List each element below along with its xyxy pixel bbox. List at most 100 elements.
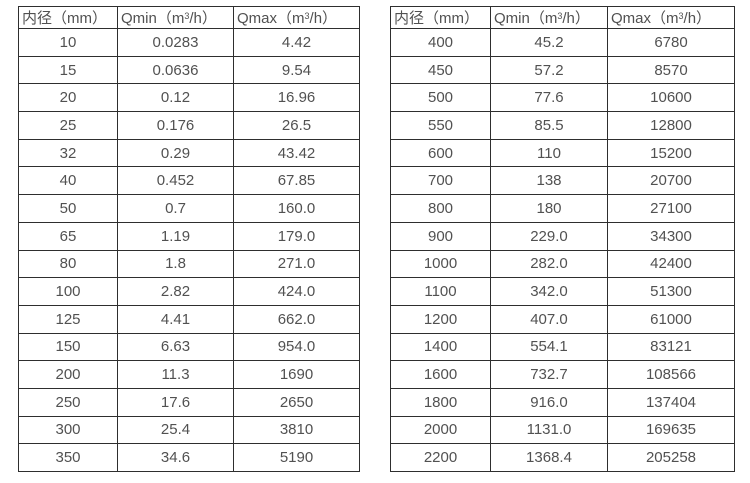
table-cell: 2.82 (117, 277, 234, 306)
table-cell: 0.29 (117, 138, 234, 168)
table-cell: 229.0 (490, 221, 608, 251)
table-cell: 0.12 (117, 83, 234, 113)
table-cell: 34.6 (117, 443, 234, 472)
table-cell: 83121 (607, 332, 735, 362)
header-diameter: 内径（mm） (390, 6, 491, 29)
table-cell: 11.3 (117, 360, 234, 389)
spec-table-large-diameters: 内径（mm） Qmin（m3/h） Qmax（m3/h） 400 45.2 6780… (390, 6, 735, 472)
table-cell: 26.5 (233, 111, 360, 140)
table-cell: 3810 (233, 415, 360, 445)
table-row: 1000 282.0 42400 (390, 249, 735, 279)
superscript-3: 3 (184, 11, 190, 21)
table-cell: 61000 (607, 304, 735, 334)
table-cell: 271.0 (233, 249, 360, 279)
table-cell: 32 (18, 138, 118, 168)
table-cell: 10600 (607, 83, 735, 113)
table-row: 2000 1131.0 169635 (390, 415, 735, 445)
table-cell: 20700 (607, 166, 735, 196)
table-row: 900 229.0 34300 (390, 221, 735, 251)
table-cell: 57.2 (490, 55, 608, 85)
table-row: 2200 1368.4 205258 (390, 443, 735, 472)
table-row: 1100 342.0 51300 (390, 277, 735, 306)
table-cell: 5190 (233, 443, 360, 472)
table-cell: 954.0 (233, 332, 360, 362)
table-cell: 342.0 (490, 277, 608, 306)
table-cell: 1690 (233, 360, 360, 389)
table-cell: 1368.4 (490, 443, 608, 472)
table-row: 500 77.6 10600 (390, 83, 735, 113)
table-cell: 0.0636 (117, 55, 234, 85)
table-cell: 65 (18, 221, 118, 251)
header-diameter: 内径（mm） (18, 6, 118, 29)
table-cell: 20 (18, 83, 118, 113)
table-row: 1400 554.1 83121 (390, 332, 735, 362)
spec-table-small-diameters: 内径（mm） Qmin（m3/h） Qmax（m3/h） 10 0.0283 4.4… (18, 6, 360, 472)
table-cell: 85.5 (490, 111, 608, 140)
table-cell: 900 (390, 221, 491, 251)
table-cell: 43.42 (233, 138, 360, 168)
table-row: 450 57.2 8570 (390, 55, 735, 85)
table-row: 10 0.0283 4.42 (18, 28, 360, 57)
table-row: 300 25.4 3810 (18, 415, 360, 445)
table-cell: 550 (390, 111, 491, 140)
table-row: 550 85.5 12800 (390, 111, 735, 140)
table-cell: 51300 (607, 277, 735, 306)
table-cell: 2200 (390, 443, 491, 472)
table-row: 65 1.19 179.0 (18, 221, 360, 251)
table-cell: 15200 (607, 138, 735, 168)
table-cell: 12800 (607, 111, 735, 140)
table-row: 25 0.176 26.5 (18, 111, 360, 140)
table-cell: 160.0 (233, 194, 360, 223)
table-cell: 125 (18, 304, 118, 334)
table-cell: 1.19 (117, 221, 234, 251)
table-row: 80 1.8 271.0 (18, 249, 360, 279)
table-cell: 77.6 (490, 83, 608, 113)
table-cell: 50 (18, 194, 118, 223)
table-cell: 200 (18, 360, 118, 389)
header-qmax: Qmax（m3/h） (607, 6, 735, 29)
header-qmax: Qmax（m3/h） (233, 6, 360, 29)
table-cell: 662.0 (233, 304, 360, 334)
table-cell: 45.2 (490, 28, 608, 57)
table-row: 700 138 20700 (390, 166, 735, 196)
table-cell: 300 (18, 415, 118, 445)
table-row: 20 0.12 16.96 (18, 83, 360, 113)
table-cell: 8570 (607, 55, 735, 85)
table-row: 50 0.7 160.0 (18, 194, 360, 223)
table-row: 1800 916.0 137404 (390, 387, 735, 417)
table-row: 250 17.6 2650 (18, 387, 360, 417)
table-row: 100 2.82 424.0 (18, 277, 360, 306)
table-row: 15 0.0636 9.54 (18, 55, 360, 85)
table-cell: 137404 (607, 387, 735, 417)
table-cell: 450 (390, 55, 491, 85)
table-cell: 0.176 (117, 111, 234, 140)
table-cell: 180 (490, 194, 608, 223)
table-cell: 108566 (607, 360, 735, 389)
table-cell: 554.1 (490, 332, 608, 362)
table-cell: 6780 (607, 28, 735, 57)
table-cell: 600 (390, 138, 491, 168)
table-row: 40 0.452 67.85 (18, 166, 360, 196)
table-cell: 6.63 (117, 332, 234, 362)
superscript-3: 3 (304, 11, 310, 21)
table-cell: 500 (390, 83, 491, 113)
table-cell: 25 (18, 111, 118, 140)
table-cell: 1200 (390, 304, 491, 334)
table-cell: 2650 (233, 387, 360, 417)
table-cell: 2000 (390, 415, 491, 445)
table-cell: 100 (18, 277, 118, 306)
table-row: 350 34.6 5190 (18, 443, 360, 472)
table-cell: 150 (18, 332, 118, 362)
table-cell: 1600 (390, 360, 491, 389)
table-row: 400 45.2 6780 (390, 28, 735, 57)
header-row: 内径（mm） Qmin（m3/h） Qmax（m3/h） (18, 6, 360, 29)
table-cell: 42400 (607, 249, 735, 279)
table-cell: 4.41 (117, 304, 234, 334)
table-cell: 350 (18, 443, 118, 472)
table-cell: 4.42 (233, 28, 360, 57)
table-cell: 1131.0 (490, 415, 608, 445)
table-cell: 800 (390, 194, 491, 223)
table-cell: 1400 (390, 332, 491, 362)
table-row: 1200 407.0 61000 (390, 304, 735, 334)
table-cell: 1.8 (117, 249, 234, 279)
